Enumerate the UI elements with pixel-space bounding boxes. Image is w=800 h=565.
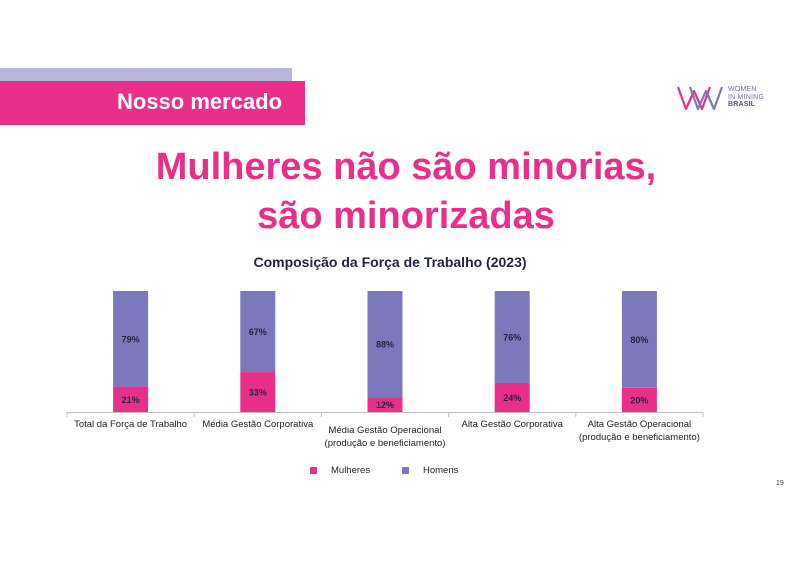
data-label-homens-1: 67% [249, 327, 267, 337]
bar-homens-2 [367, 291, 403, 398]
legend-swatch-homens [402, 467, 409, 474]
data-label-mulheres-4: 20% [630, 395, 648, 405]
category-label-0: Total da Força de Trabalho [74, 419, 188, 430]
data-label-homens-0: 79% [122, 334, 140, 344]
logo-line-2: IN MINING [728, 93, 765, 101]
logo-line-3: BRASIL [728, 101, 756, 108]
data-label-homens-2: 88% [376, 340, 394, 350]
decorative-top-bar [0, 68, 292, 81]
bar-homens-3 [494, 291, 530, 383]
legend-item-homens: Homens [402, 465, 458, 476]
bar-mulheres-3 [494, 382, 530, 412]
data-label-mulheres-3: 24% [503, 393, 521, 403]
legend-swatch-mulheres [310, 467, 317, 474]
headline-line-1: Mulheres não são minorias, [155, 146, 657, 188]
women-in-mining-logo-icon [676, 86, 724, 111]
data-label-homens-4: 80% [630, 335, 648, 345]
logo-line-1: WOMEN [728, 86, 757, 93]
category-label-3: Alta Gestão Corporativa [461, 419, 563, 430]
headline-line-2: são minorizadas [257, 195, 555, 237]
bar-mulheres-4 [621, 387, 657, 412]
bar-mulheres-0 [113, 386, 149, 412]
legend-label-homens: Homens [423, 465, 459, 476]
chart-title: Composição da Força de Trabalho (2023) [253, 254, 527, 270]
logo-text: WOMEN IN MINING BRASIL [728, 86, 764, 109]
section-title: Nosso mercado [117, 89, 283, 114]
section-banner [0, 81, 305, 125]
category-label-2: Média Gestão Operacional (produção e ben… [324, 425, 446, 449]
data-label-mulheres-2: 12% [376, 400, 394, 410]
bar-homens-0 [113, 291, 149, 387]
category-label-4: Alta Gestão Operacional (produção e bene… [578, 419, 700, 443]
legend-label-mulheres: Mulheres [331, 465, 371, 476]
page-number: 19 [776, 480, 784, 487]
bar-homens-4 [621, 291, 657, 388]
data-label-mulheres-1: 33% [249, 388, 267, 398]
bar-mulheres-2 [367, 397, 403, 412]
legend-item-mulheres: Mulheres [310, 465, 370, 476]
data-label-mulheres-0: 21% [122, 395, 140, 405]
category-label-1: Média Gestão Corporativa [202, 419, 314, 430]
bar-mulheres-1 [240, 372, 276, 412]
bar-homens-1 [240, 291, 276, 373]
data-label-homens-3: 76% [503, 332, 521, 342]
